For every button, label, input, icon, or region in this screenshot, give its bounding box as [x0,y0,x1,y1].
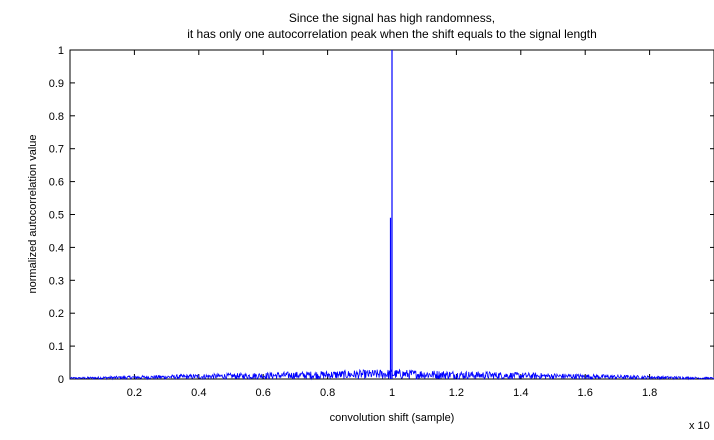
x-tick-label: 0.6 [256,387,271,399]
right-axis-ticks [710,49,714,380]
y-tick-label: 0.3 [49,275,64,287]
x-axis-label: convolution shift (sample) [330,412,455,424]
x-tick-label: 1.8 [642,387,657,399]
series-group [69,50,714,381]
x-tick-label: 1.6 [578,387,593,399]
chart-title-line-2: it has only one autocorrelation peak whe… [187,27,597,41]
x-tick-label: 0.8 [320,387,335,399]
y-tick-label: 0.9 [49,78,64,90]
y-tick-label: 0 [58,374,64,386]
y-tick-label: 0.7 [49,144,64,156]
x-tick-label: 1.4 [513,387,528,399]
y-tick-label: 0.2 [49,308,64,320]
x-axis-ticks: 0.2 0.4 0.6 0.8 1 1.2 1.4 1.6 1.8 [127,50,657,399]
y-tick-label: 0.8 [49,111,64,123]
y-tick-label: 0.6 [49,177,64,189]
x-tick-label: 0.4 [191,387,206,399]
chart-title-line-1: Since the signal has high randomness, [289,11,495,25]
y-tick-label: 0.1 [49,341,64,353]
x-tick-label: 0.2 [127,387,142,399]
x-tick-label: 1.2 [449,387,464,399]
y-tick-label: 1 [58,45,64,57]
y-tick-label: 0.5 [49,210,64,222]
y-axis-ticks: 0 0.1 0.2 0.3 0.4 0.5 0.6 0.7 0.8 0.9 1 [49,45,75,386]
y-axis-label: normalized autocorrelation value [27,135,39,294]
x-axis-exponent-label: x 10 [689,420,710,432]
y-tick-label: 0.4 [49,242,64,254]
x-tick-label: 1 [389,387,395,399]
